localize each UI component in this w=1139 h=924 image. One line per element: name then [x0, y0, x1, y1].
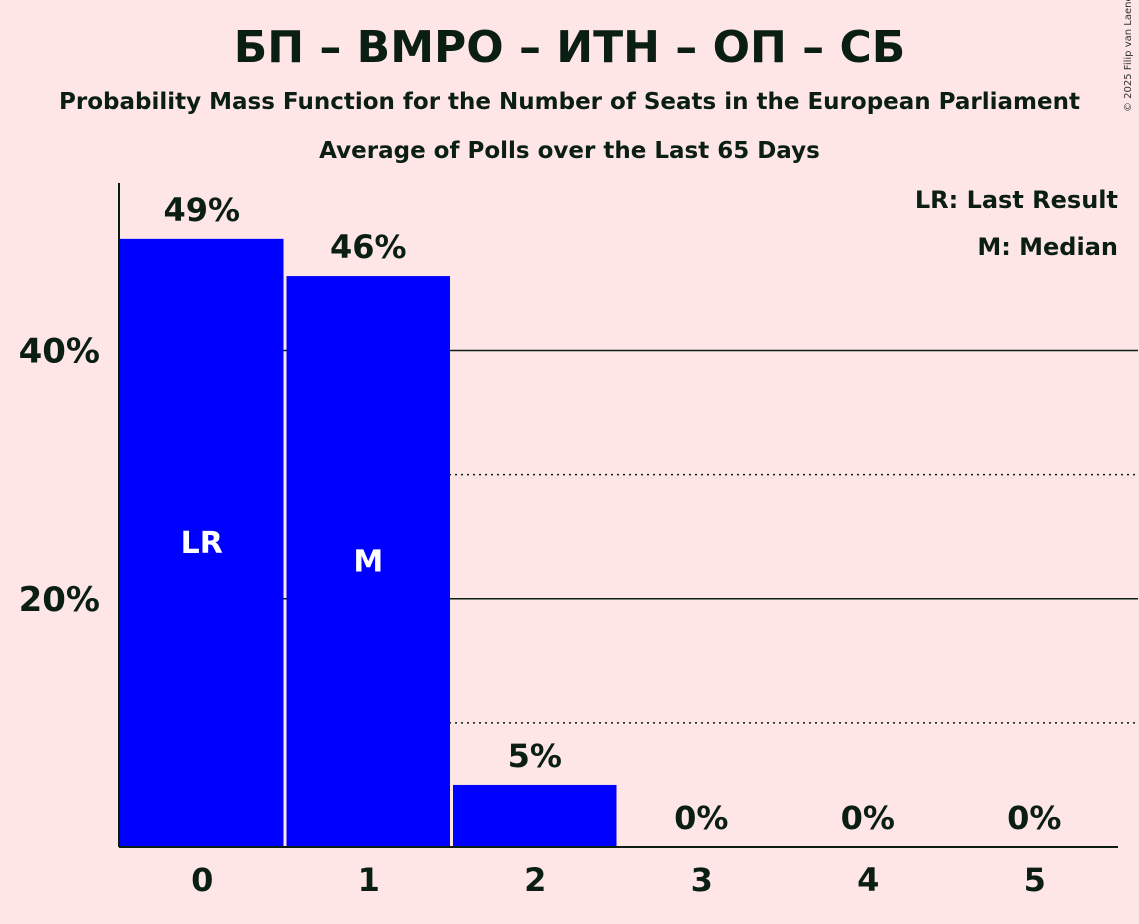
data-label-2: 5%: [508, 737, 562, 775]
x-tick-label: 2: [524, 861, 546, 899]
x-tick-label: 3: [691, 861, 713, 899]
y-tick-label: 40%: [19, 332, 100, 372]
data-label-1: 46%: [330, 228, 407, 266]
bar-marker-m: M: [353, 545, 383, 580]
bar-0: [120, 238, 284, 847]
bar-1: [286, 276, 450, 847]
bar-2: [453, 784, 617, 847]
data-label-3: 0%: [674, 799, 728, 837]
x-tick-label: 4: [857, 861, 879, 899]
x-tick-label: 1: [358, 861, 380, 899]
x-tick-label: 5: [1024, 861, 1046, 899]
chart-subtitle: Probability Mass Function for the Number…: [59, 89, 1080, 115]
legend-median: M: Median: [977, 233, 1118, 261]
chart-subtitle-period: Average of Polls over the Last 65 Days: [319, 138, 820, 164]
data-label-5: 0%: [1007, 799, 1061, 837]
legend-last-result: LR: Last Result: [914, 186, 1118, 214]
data-label-0: 49%: [163, 191, 240, 229]
chart-title: БП – ВМРО – ИТН – ОП – СБ: [233, 22, 906, 73]
data-label-4: 0%: [841, 799, 895, 837]
y-tick-label: 20%: [19, 580, 100, 620]
x-tick-label: 0: [191, 861, 213, 899]
bar-marker-lr: LR: [181, 526, 223, 561]
